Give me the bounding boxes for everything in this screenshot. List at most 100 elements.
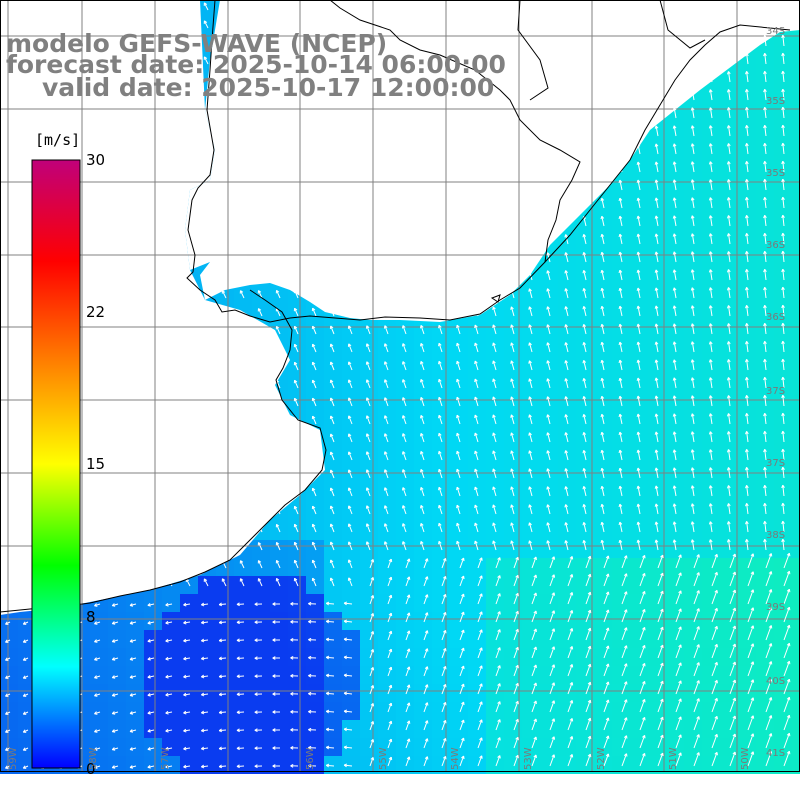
wind-speed-cell [612,396,630,414]
wind-speed-cell [648,576,666,594]
wind-speed-cell [648,216,666,234]
wind-speed-cell [630,756,648,774]
wind-speed-cell [342,612,360,630]
wind-speed-cell [612,666,630,684]
wind-speed-cell [702,576,720,594]
lat-label: 35S [766,168,786,179]
wind-speed-cell [504,486,522,504]
wind-speed-cell [342,468,360,486]
wind-speed-cell [342,414,360,432]
wind-speed-cell [486,558,504,576]
wind-speed-cell [756,342,774,360]
wind-speed-cell [558,720,576,738]
wind-speed-cell [666,738,684,756]
wind-speed-cell [450,504,468,522]
wind-speed-cell [342,360,360,378]
wind-speed-cell [306,540,324,558]
wind-speed-cell [756,702,774,720]
wind-speed-cell [792,576,800,594]
wind-speed-cell [324,558,342,576]
wind-arrow [745,53,749,65]
wind-speed-cell [72,666,90,684]
land-area [0,0,800,322]
wind-speed-cell [702,162,720,180]
wind-speed-cell [90,720,108,738]
wind-speed-cell [126,612,144,630]
wind-speed-cell [414,504,432,522]
wind-speed-cell [666,630,684,648]
wind-speed-cell [648,504,666,522]
wind-speed-cell [18,630,36,648]
wind-speed-cell [504,576,522,594]
wind-speed-cell [378,504,396,522]
wind-speed-cell [252,720,270,738]
wind-speed-cell [612,270,630,288]
wind-speed-cell [306,378,324,396]
wind-speed-cell [684,702,702,720]
wind-speed-cell [324,612,342,630]
wind-speed-cell [558,558,576,576]
wind-arrow [726,89,731,101]
wind-speed-cell [738,360,756,378]
wind-speed-cell [576,738,594,756]
wind-speed-cell [306,522,324,540]
wind-speed-cell [648,162,666,180]
wind-speed-cell [288,306,306,324]
wind-speed-cell [54,720,72,738]
wind-speed-cell [306,630,324,648]
wind-speed-cell [468,558,486,576]
wind-speed-cell [468,342,486,360]
wind-speed-cell [342,648,360,666]
wind-speed-cell [288,522,306,540]
wind-speed-cell [504,684,522,702]
wind-speed-cell [378,360,396,378]
wind-speed-cell [756,252,774,270]
wind-speed-cell [792,54,800,72]
wind-speed-cell [414,486,432,504]
wind-speed-cell [594,684,612,702]
wind-speed-cell [576,342,594,360]
wind-speed-cell [648,522,666,540]
wind-speed-cell [486,504,504,522]
wind-speed-cell [648,450,666,468]
wind-speed-cell [792,360,800,378]
wind-speed-cell [720,630,738,648]
wind-speed-cell [18,684,36,702]
wind-speed-cell [36,684,54,702]
wind-speed-cell [684,144,702,162]
wind-speed-cell [234,684,252,702]
wind-speed-cell [360,630,378,648]
wind-speed-cell [414,630,432,648]
wind-speed-cell [432,558,450,576]
wind-speed-cell [738,720,756,738]
wind-arrow [763,52,767,65]
wind-speed-cell [630,378,648,396]
wind-speed-cell [558,684,576,702]
wind-speed-cell [162,684,180,702]
wind-speed-cell [684,594,702,612]
wind-speed-cell [36,630,54,648]
wind-speed-cell [486,522,504,540]
wind-speed-cell [504,720,522,738]
wind-speed-cell [774,378,792,396]
wind-speed-cell [738,198,756,216]
wind-speed-cell [738,288,756,306]
lat-label: 39S [766,602,786,613]
wind-speed-cell [414,594,432,612]
wind-speed-cell [144,612,162,630]
wind-speed-cell [144,702,162,720]
wind-arrow [763,106,767,119]
wind-speed-cell [792,198,800,216]
wind-speed-cell [360,342,378,360]
lat-label: 34S [766,26,786,37]
wind-speed-cell [378,540,396,558]
wind-arrow [763,88,767,101]
wind-speed-cell [558,288,576,306]
wind-speed-cell [774,558,792,576]
wind-speed-cell [558,360,576,378]
wind-speed-cell [576,540,594,558]
wind-speed-cell [72,630,90,648]
wind-speed-cell [774,342,792,360]
wind-speed-cell [504,648,522,666]
